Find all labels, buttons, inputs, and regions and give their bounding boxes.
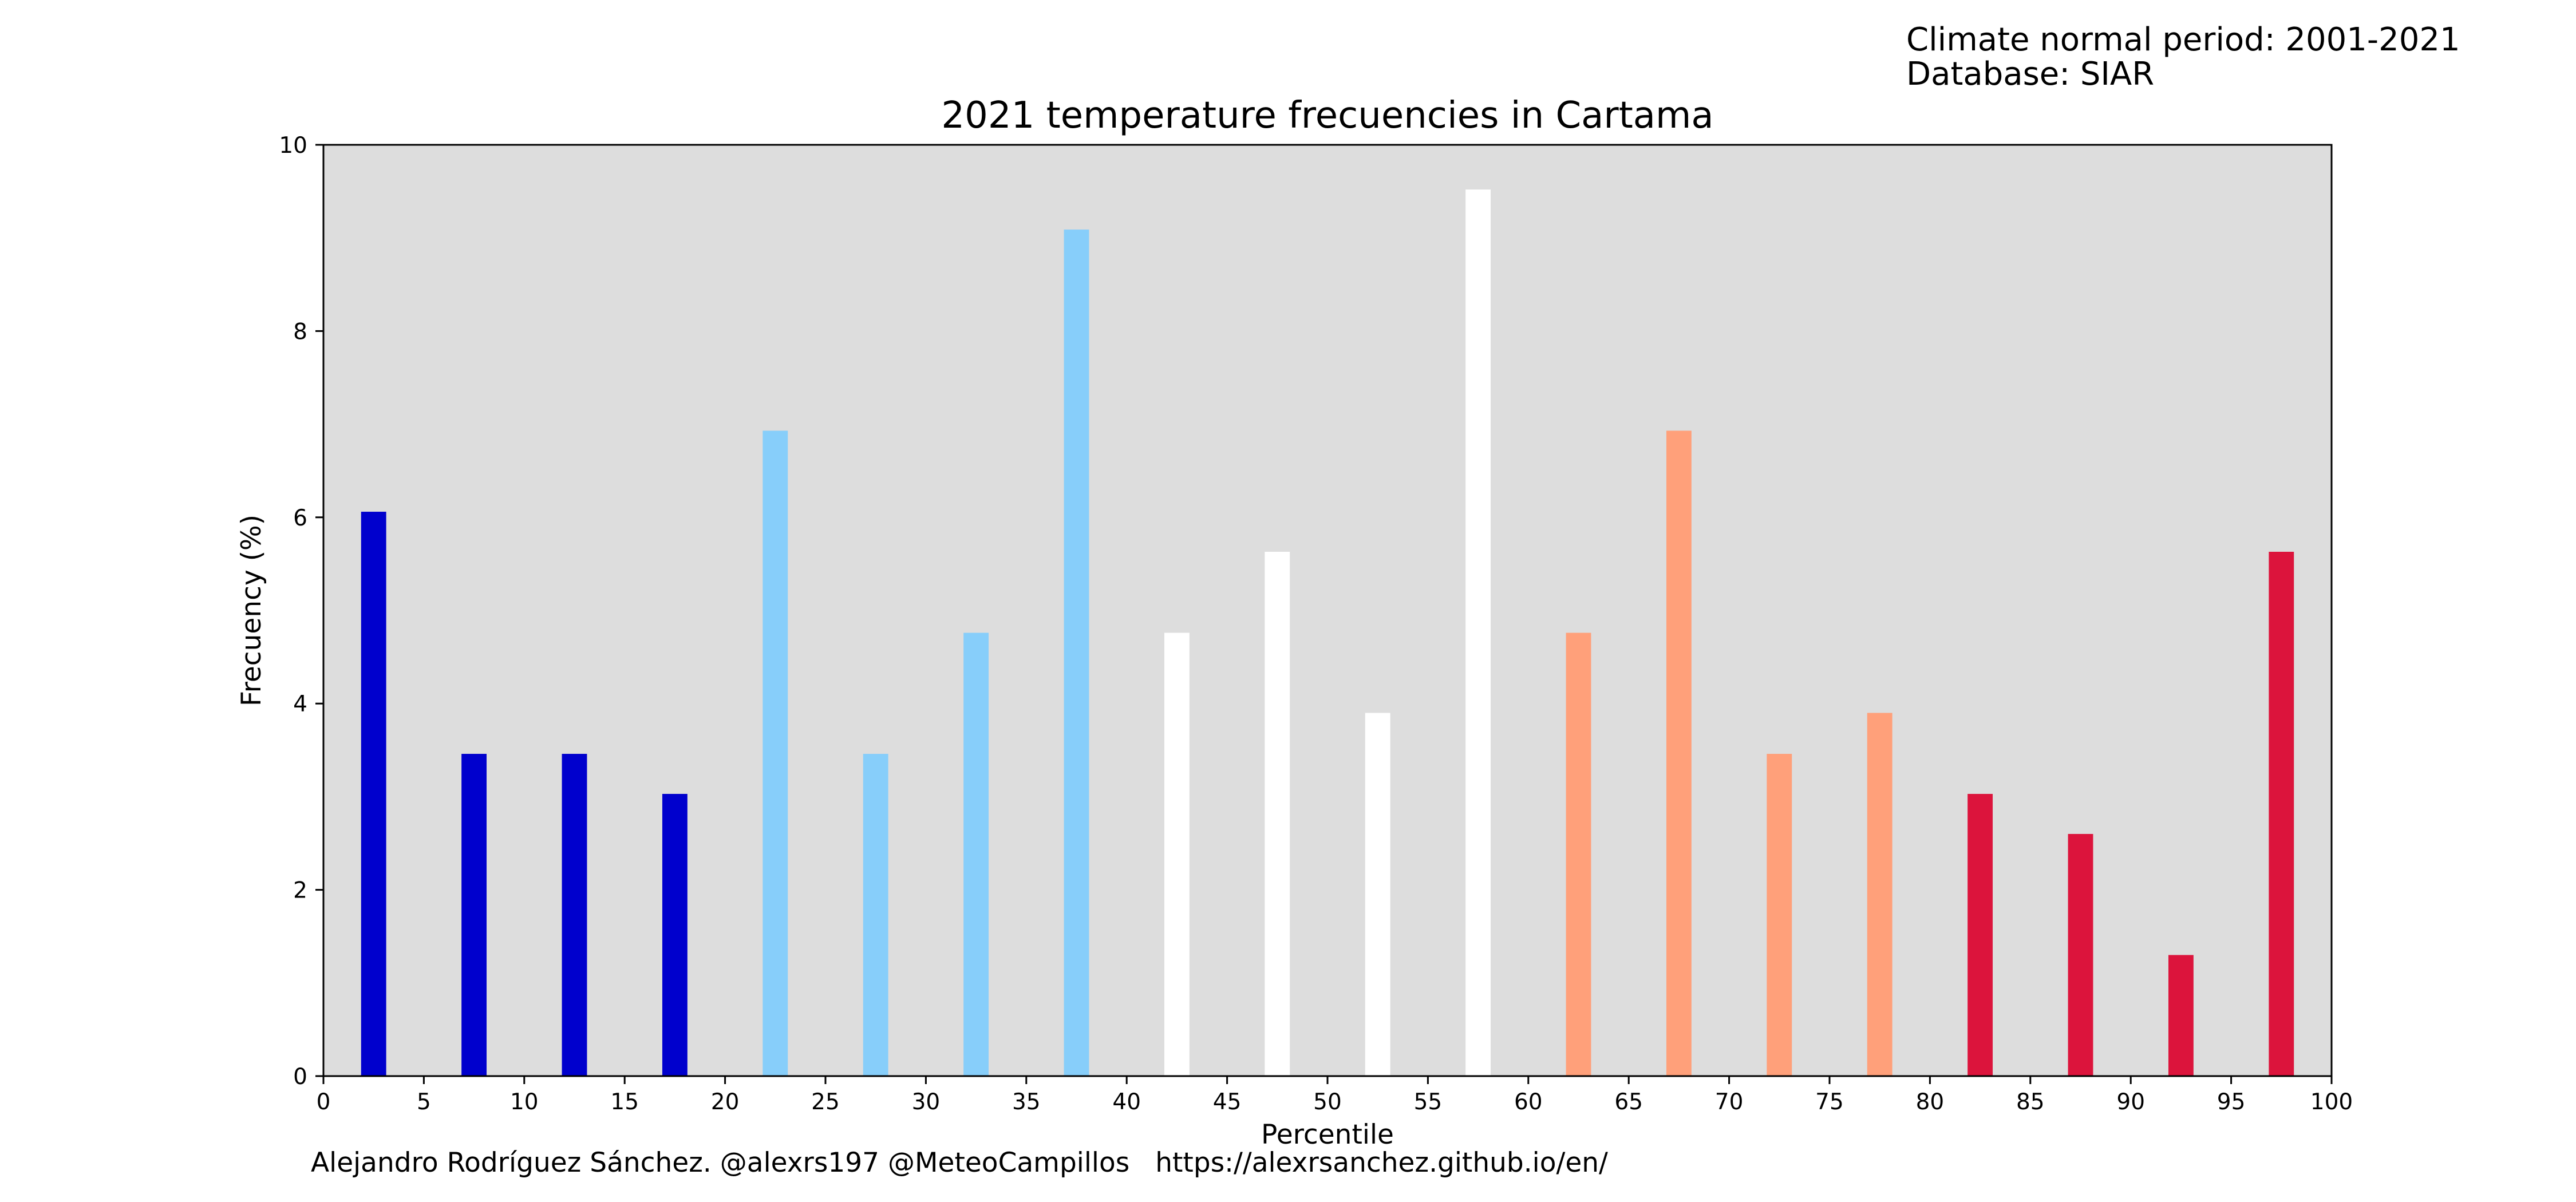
bar [963, 632, 989, 1076]
bar [2269, 551, 2294, 1076]
x-tick-label: 20 [711, 1089, 740, 1115]
bar [1967, 794, 1993, 1076]
bar [1265, 551, 1290, 1076]
bar [1465, 189, 1491, 1077]
x-tick-label: 0 [317, 1089, 331, 1115]
y-tick-label: 6 [293, 505, 307, 531]
y-tick-label: 8 [293, 319, 307, 345]
bar [1666, 430, 1692, 1076]
x-axis: 0 5 10 15 20 25 30 35 40 45 50 55 60 65 70 75 80 85 90 95 10… [317, 1076, 2353, 1115]
bar [1867, 713, 1893, 1076]
x-tick-label: 95 [2217, 1089, 2246, 1115]
chart-title: 2021 temperature frecuencies in Cartama [941, 94, 1713, 137]
x-tick-label: 85 [2016, 1089, 2045, 1115]
x-axis-label: Percentile [1261, 1119, 1394, 1150]
bar [461, 754, 487, 1076]
plot-area [323, 145, 2332, 1076]
y-tick-label: 0 [293, 1064, 307, 1090]
bar [662, 794, 688, 1076]
bar [2068, 833, 2093, 1076]
x-tick-label: 25 [811, 1089, 840, 1115]
x-tick-label: 35 [1012, 1089, 1041, 1115]
x-tick-label: 70 [1715, 1089, 1744, 1115]
bar [562, 754, 587, 1076]
credit-author: Alejandro Rodríguez Sánchez. @alexrs197 … [311, 1147, 1130, 1179]
bars-group [361, 189, 2294, 1077]
x-tick-label: 50 [1313, 1089, 1342, 1115]
y-tick-label: 2 [293, 878, 307, 904]
bar [762, 430, 788, 1076]
x-tick-label: 75 [1815, 1089, 1844, 1115]
y-tick-label: 10 [279, 133, 307, 159]
x-tick-label: 45 [1213, 1089, 1242, 1115]
credit-line: Alejandro Rodríguez Sánchez. @alexrs197 … [311, 1148, 1608, 1179]
y-axis-label: Frecuency (%) [236, 515, 267, 706]
x-tick-label: 40 [1112, 1089, 1141, 1115]
x-tick-label: 60 [1514, 1089, 1543, 1115]
bar [1566, 632, 1591, 1076]
climate-period-note: Climate normal period: 2001-2021 [1906, 21, 2460, 58]
x-tick-label: 55 [1414, 1089, 1443, 1115]
bar [1164, 632, 1190, 1076]
bar [1365, 713, 1390, 1076]
x-tick-label: 15 [610, 1089, 639, 1115]
bar [1767, 754, 1792, 1076]
x-tick-label: 100 [2310, 1089, 2353, 1115]
x-tick-label: 90 [2116, 1089, 2145, 1115]
y-tick-label: 4 [293, 691, 307, 717]
x-tick-label: 5 [417, 1089, 431, 1115]
x-tick-label: 10 [510, 1089, 539, 1115]
x-tick-label: 80 [1916, 1089, 1945, 1115]
bar [361, 512, 386, 1076]
y-axis: 0 2 4 6 8 10 [279, 133, 323, 1090]
x-tick-label: 30 [912, 1089, 941, 1115]
bar [2168, 955, 2194, 1076]
bar [1064, 230, 1089, 1076]
credit-url: https://alexrsanchez.github.io/en/ [1155, 1147, 1608, 1179]
x-tick-label: 65 [1614, 1089, 1643, 1115]
database-note: Database: SIAR [1906, 56, 2155, 93]
bar [863, 754, 888, 1076]
